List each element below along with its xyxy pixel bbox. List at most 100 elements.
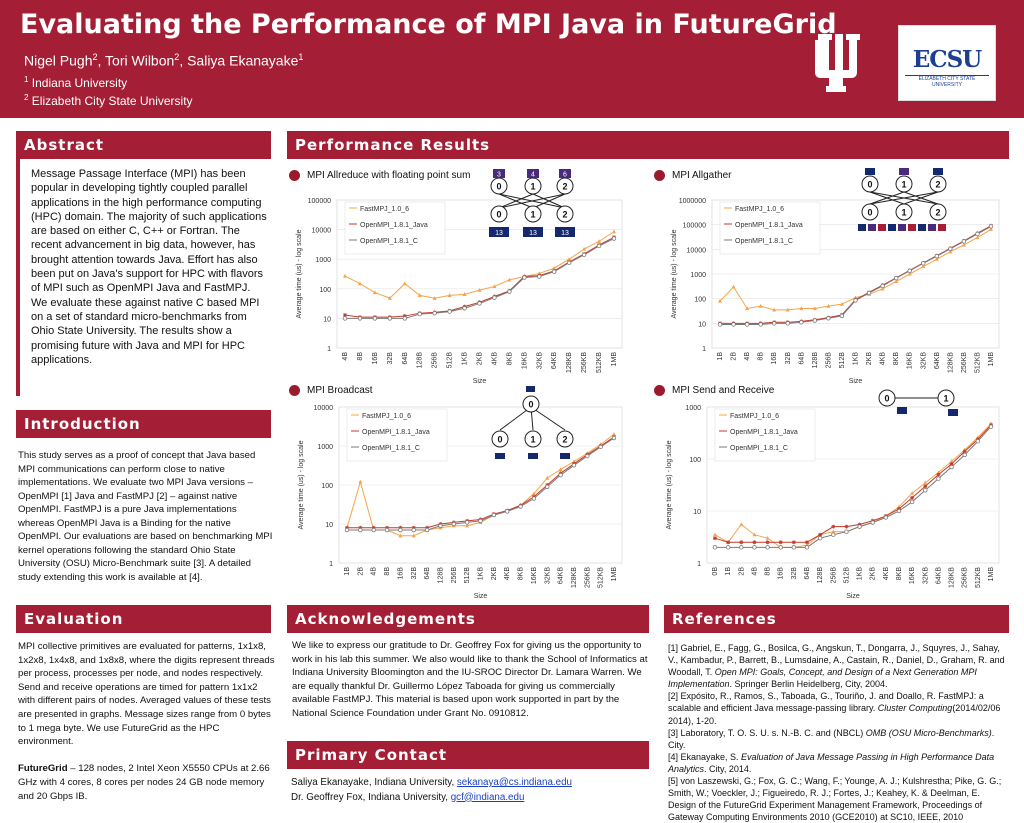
- process-node-label: 2: [935, 180, 940, 190]
- x-tick-label: 2KB: [870, 567, 877, 581]
- x-tick-label: 8B: [758, 352, 765, 361]
- value-box: [933, 168, 943, 175]
- chart-title: MPI Send and Receive: [672, 385, 775, 396]
- data-point: [826, 316, 831, 321]
- x-tick-label: 32B: [387, 352, 394, 365]
- data-point: [612, 229, 616, 234]
- data-point: [343, 313, 347, 318]
- data-point: [531, 496, 537, 501]
- value-box: [493, 169, 505, 178]
- x-tick-label: 128B: [437, 567, 444, 584]
- evaluation-text: MPI collective primitives are evaluated …: [18, 641, 275, 802]
- data-point: [923, 480, 928, 485]
- data-point: [791, 540, 796, 545]
- reference-item: [2] Expósito, R., Ramos, S., Taboada, G.…: [668, 691, 1001, 726]
- data-point: [451, 521, 456, 527]
- x-tick-label: 512KB: [598, 567, 605, 588]
- email-link-fox[interactable]: gcf@indiana.edu: [450, 791, 525, 803]
- data-point: [826, 303, 831, 308]
- data-point: [717, 322, 723, 327]
- data-point: [812, 318, 818, 323]
- reference-item: [4] Ekanayake, S. Evaluation of Java Mes…: [668, 751, 995, 774]
- data-point: [989, 227, 993, 231]
- data-point: [417, 311, 422, 317]
- value-box: [948, 409, 958, 416]
- data-point: [611, 236, 617, 241]
- data-point: [771, 321, 777, 326]
- y-tick-label: 10: [325, 522, 333, 529]
- x-tick-label: 1KB: [853, 352, 860, 366]
- page-title: Evaluating the Performance of MPI Java i…: [20, 9, 837, 40]
- x-tick-label: 1KB: [462, 352, 469, 366]
- legend-label: FastMPJ_1.0_6: [735, 206, 784, 213]
- data-point: [731, 322, 736, 327]
- x-tick-label: 4KB: [504, 567, 511, 581]
- series-line: [715, 426, 992, 548]
- x-tick-label: 256B: [432, 352, 439, 369]
- value-box: [865, 168, 875, 175]
- section-performance: Performance Results: [287, 131, 1009, 159]
- legend-box: [719, 201, 821, 255]
- x-axis-label: Size: [474, 593, 488, 600]
- x-tick-label: 1B: [717, 352, 724, 361]
- x-tick-label: 4B: [751, 567, 758, 576]
- x-tick-label: 512B: [839, 352, 846, 369]
- data-point: [831, 532, 836, 537]
- x-tick-label: 256KB: [961, 352, 968, 373]
- data-point: [778, 540, 783, 545]
- y-tick-label: 10: [693, 509, 701, 516]
- data-point: [504, 509, 510, 514]
- y-axis-label: Average time (us) - log scale: [296, 229, 303, 318]
- value-box: [523, 227, 543, 237]
- data-point: [545, 484, 550, 489]
- abstract-accent-bar: [16, 159, 20, 396]
- data-point: [585, 453, 590, 459]
- x-tick-label: 32KB: [922, 567, 929, 584]
- data-point: [870, 520, 875, 525]
- x-tick-label: 1KB: [478, 567, 485, 581]
- x-tick-label: 1B: [344, 567, 351, 576]
- data-point: [988, 424, 994, 429]
- x-tick-label: 128B: [812, 352, 819, 369]
- edge: [532, 193, 566, 209]
- x-tick-label: 2KB: [477, 352, 484, 366]
- process-node: [556, 205, 574, 223]
- data-point: [612, 432, 616, 436]
- email-link-saliya[interactable]: sekanaya@cs.indiana.edu: [456, 777, 572, 788]
- x-tick-label: 64B: [798, 352, 805, 365]
- value-box: [559, 169, 571, 178]
- data-point: [844, 524, 849, 529]
- x-tick-label: 8KB: [893, 352, 900, 366]
- x-tick-label: 64B: [804, 567, 811, 580]
- process-node: [491, 430, 509, 448]
- x-tick-label: 2KB: [491, 567, 498, 581]
- legend-label: OpenMPI_1.8.1_C: [735, 238, 793, 245]
- process-node: [895, 175, 913, 193]
- x-tick-label: 1MB: [611, 567, 618, 582]
- y-tick-label: 10000: [687, 247, 707, 254]
- data-point: [402, 281, 407, 286]
- value-box: [858, 224, 866, 231]
- x-tick-label: 32KB: [544, 567, 551, 584]
- y-tick-label: 10: [323, 316, 331, 323]
- value-box: [898, 224, 906, 231]
- data-point: [909, 499, 915, 505]
- data-point: [611, 435, 617, 441]
- edge: [498, 193, 534, 209]
- x-tick-label: 8KB: [506, 352, 513, 366]
- x-axis-label: Size: [849, 378, 863, 385]
- introduction-text: This study serves as a proof of concept …: [18, 450, 273, 583]
- x-tick-label: 32B: [785, 352, 792, 365]
- edge: [530, 406, 566, 431]
- y-tick-label: 10000: [312, 228, 332, 235]
- data-point: [411, 527, 416, 533]
- section-evaluation: Evaluation: [16, 605, 271, 633]
- data-point: [812, 306, 817, 311]
- x-tick-label: 16B: [778, 567, 785, 580]
- data-point: [936, 472, 941, 477]
- legend-label: OpenMPI_1.8.1_C: [730, 445, 788, 452]
- x-tick-label: 64KB: [558, 567, 565, 584]
- value-box: [527, 169, 539, 178]
- legend-label: OpenMPI_1.8.1_Java: [735, 222, 803, 229]
